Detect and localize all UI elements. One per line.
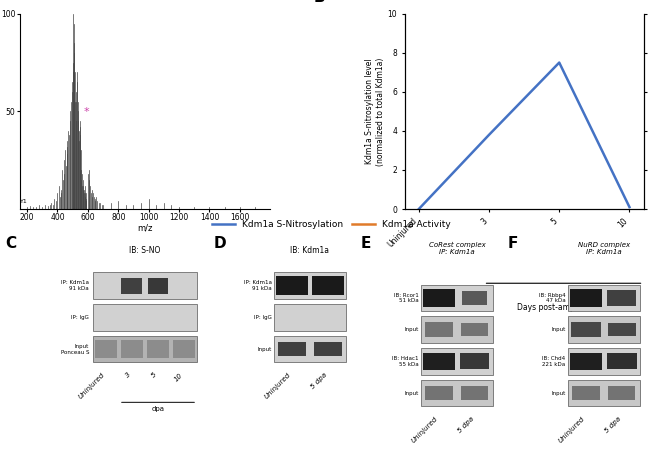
- Text: IB: Chd4
221 kDa: IB: Chd4 221 kDa: [542, 356, 566, 367]
- Text: IB: S-NO: IB: S-NO: [129, 246, 161, 255]
- Text: Uninjured: Uninjured: [263, 371, 292, 400]
- Text: Input: Input: [404, 391, 419, 396]
- Text: *: *: [84, 107, 89, 117]
- Text: Uninjured: Uninjured: [411, 415, 439, 444]
- Bar: [148, 278, 168, 294]
- Bar: [423, 353, 455, 370]
- Text: 3: 3: [125, 371, 132, 379]
- Bar: [568, 285, 640, 311]
- Text: IB: Rcor1
51 kDa: IB: Rcor1 51 kDa: [394, 293, 419, 303]
- Text: 5 dpa: 5 dpa: [309, 371, 328, 390]
- Text: IP: IgG: IP: IgG: [254, 315, 272, 320]
- Text: IB: Hdac1
55 kDa: IB: Hdac1 55 kDa: [392, 356, 419, 367]
- X-axis label: m/z: m/z: [137, 224, 153, 233]
- Bar: [608, 323, 636, 336]
- Bar: [313, 342, 343, 356]
- Text: 5 dpa: 5 dpa: [603, 415, 622, 434]
- Bar: [274, 304, 346, 331]
- Text: Uninjured: Uninjured: [558, 415, 586, 444]
- Text: IB: Rbbp4
47 kDa: IB: Rbbp4 47 kDa: [539, 293, 566, 303]
- Bar: [422, 289, 455, 306]
- Bar: [571, 386, 600, 400]
- Bar: [276, 276, 308, 295]
- Bar: [570, 353, 602, 370]
- Bar: [93, 304, 197, 331]
- Text: Uninjured: Uninjured: [77, 371, 106, 400]
- Text: Days post-amputation: Days post-amputation: [517, 303, 603, 312]
- Bar: [608, 387, 635, 400]
- Bar: [421, 285, 493, 311]
- Bar: [424, 386, 453, 400]
- Bar: [95, 340, 117, 358]
- Text: E: E: [361, 235, 371, 251]
- Bar: [571, 322, 601, 337]
- Text: F: F: [508, 235, 518, 251]
- Bar: [568, 380, 640, 406]
- Text: 10: 10: [174, 371, 184, 382]
- Legend: Kdm1a S-Nitrosylation, Kdm1a Activity: Kdm1a S-Nitrosylation, Kdm1a Activity: [209, 216, 454, 233]
- Bar: [568, 316, 640, 343]
- Text: C: C: [5, 235, 16, 251]
- Bar: [274, 273, 346, 299]
- Bar: [312, 276, 344, 295]
- Bar: [278, 342, 306, 356]
- Bar: [421, 348, 493, 375]
- Text: Input: Input: [551, 391, 566, 396]
- Bar: [462, 323, 488, 336]
- Bar: [462, 387, 488, 400]
- Text: 5 dpa: 5 dpa: [456, 415, 475, 434]
- Text: Input: Input: [257, 347, 272, 352]
- Y-axis label: Kdm1a S-nitrosylation level
(normalized to total Kdm1a): Kdm1a S-nitrosylation level (normalized …: [365, 57, 385, 166]
- Bar: [122, 278, 142, 294]
- Bar: [173, 340, 195, 358]
- Bar: [147, 340, 169, 358]
- Text: Input: Input: [551, 327, 566, 332]
- Text: NuRD complex
IP: Kdm1a: NuRD complex IP: Kdm1a: [578, 242, 630, 255]
- Text: IB: Kdm1a: IB: Kdm1a: [291, 246, 330, 255]
- Text: B: B: [314, 0, 326, 5]
- Text: dpa: dpa: [151, 406, 164, 412]
- Bar: [274, 336, 346, 362]
- Bar: [570, 289, 602, 306]
- Bar: [421, 380, 493, 406]
- Bar: [424, 322, 453, 337]
- Bar: [93, 336, 197, 362]
- Text: Y1: Y1: [20, 199, 28, 204]
- Bar: [568, 348, 640, 375]
- Text: IP: Kdm1a
91 kDa: IP: Kdm1a 91 kDa: [61, 280, 89, 291]
- Text: IP: Kdm1a
91 kDa: IP: Kdm1a 91 kDa: [244, 280, 272, 291]
- Text: 5: 5: [151, 371, 158, 379]
- Text: D: D: [214, 235, 226, 251]
- Text: IP: IgG: IP: IgG: [72, 315, 89, 320]
- Bar: [606, 354, 637, 370]
- Bar: [608, 290, 636, 306]
- Bar: [121, 340, 143, 358]
- Bar: [462, 291, 488, 305]
- Bar: [421, 316, 493, 343]
- Text: CoRest complex
IP: Kdm1a: CoRest complex IP: Kdm1a: [428, 242, 486, 255]
- Text: Input: Input: [404, 327, 419, 332]
- Bar: [93, 273, 197, 299]
- Bar: [460, 354, 489, 370]
- Text: Input
Ponceau S: Input Ponceau S: [60, 344, 89, 354]
